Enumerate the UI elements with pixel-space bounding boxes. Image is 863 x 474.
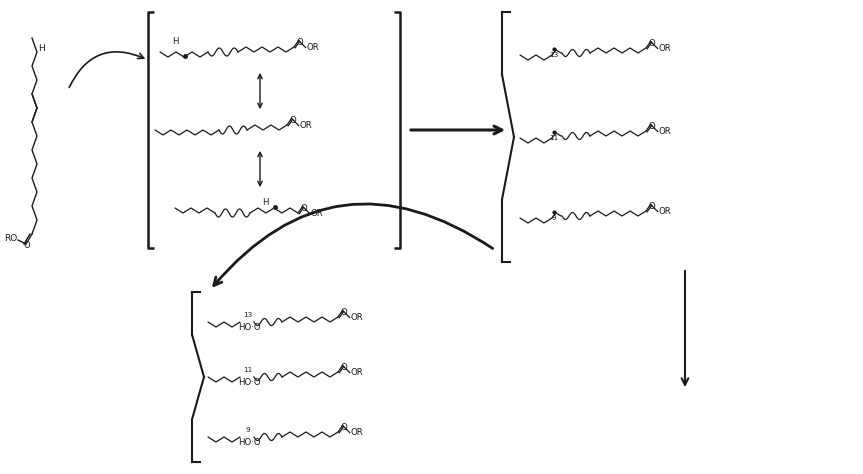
Text: O: O	[341, 308, 347, 317]
Text: O: O	[23, 241, 30, 250]
Text: OR: OR	[306, 43, 319, 52]
Text: H: H	[172, 37, 179, 46]
Text: OR: OR	[350, 368, 363, 377]
Text: HO·O: HO·O	[238, 438, 261, 447]
Text: O: O	[289, 116, 296, 125]
Text: 13: 13	[243, 312, 253, 318]
Text: 13: 13	[550, 52, 558, 58]
Text: OR: OR	[658, 207, 671, 216]
Text: O: O	[297, 38, 303, 47]
Text: H: H	[261, 198, 268, 207]
Text: 11: 11	[243, 367, 253, 373]
Text: OR: OR	[658, 127, 671, 136]
Text: 11: 11	[550, 135, 558, 141]
Text: O: O	[341, 363, 347, 372]
Text: 9: 9	[246, 427, 250, 433]
Text: OR: OR	[350, 428, 363, 437]
Text: HO·O: HO·O	[238, 323, 261, 332]
Text: RO: RO	[4, 234, 17, 243]
Text: OR: OR	[658, 44, 671, 53]
Text: H: H	[38, 44, 45, 53]
Text: O: O	[648, 39, 655, 48]
Text: O: O	[300, 204, 307, 213]
Text: O: O	[648, 202, 655, 211]
Text: O: O	[341, 423, 347, 432]
Text: 9: 9	[551, 215, 557, 221]
Text: OR: OR	[311, 209, 324, 218]
Text: O: O	[648, 122, 655, 131]
Text: OR: OR	[299, 121, 312, 130]
Text: HO·O: HO·O	[238, 378, 261, 387]
Text: OR: OR	[350, 313, 363, 322]
